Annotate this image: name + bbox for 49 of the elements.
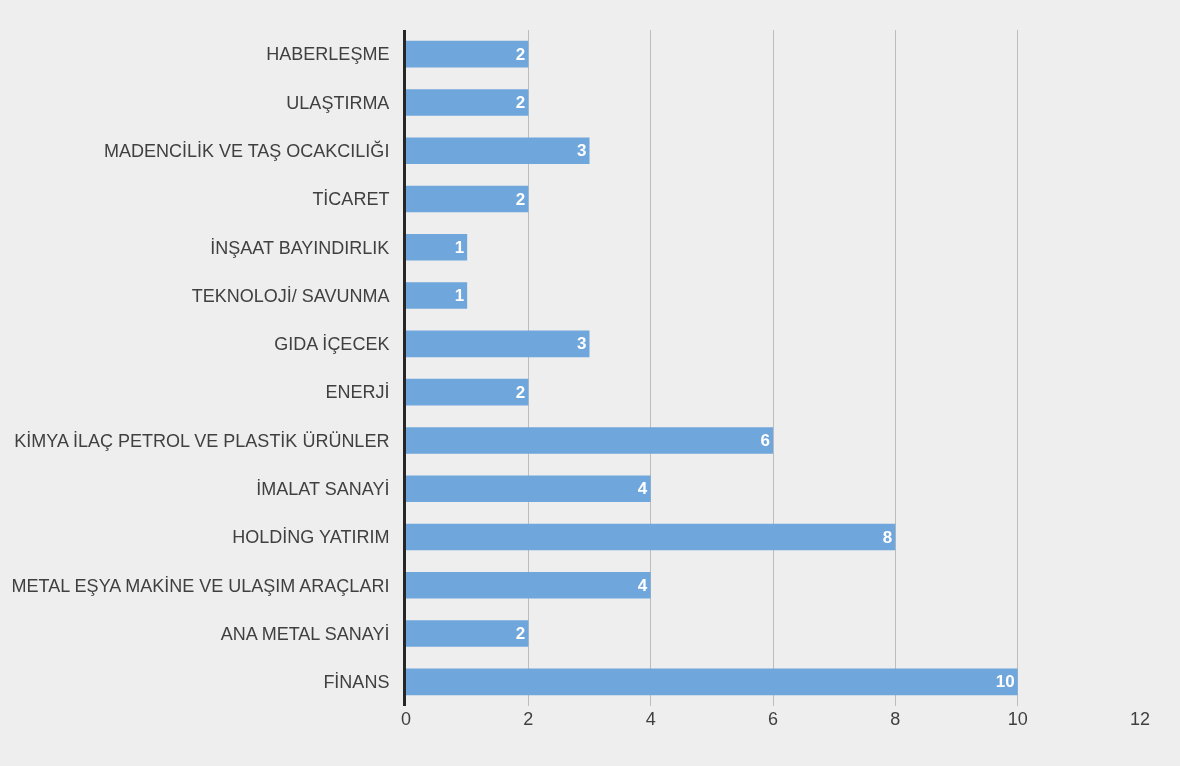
- x-tick-label: 10: [1007, 709, 1028, 729]
- bar: [406, 475, 651, 502]
- y-tick-label: TEKNOLOJİ/ SAVUNMA: [191, 285, 390, 306]
- data-label: 4: [637, 479, 648, 499]
- data-label: 2: [515, 92, 526, 112]
- data-label: 2: [515, 382, 526, 402]
- bar: [406, 234, 468, 261]
- y-tick-label: GIDA İÇECEK: [274, 334, 390, 355]
- bar: [406, 668, 1018, 696]
- y-tick-label: TİCARET: [312, 189, 390, 210]
- x-tick-label: 12: [1129, 709, 1151, 729]
- y-tick-label: İNŞAAT BAYINDIRLIK: [210, 237, 390, 258]
- bar: [406, 427, 773, 454]
- x-tick-label: 4: [645, 709, 656, 729]
- y-tick-label: KİMYA İLAÇ PETROL VE PLASTİK ÜRÜNLER: [14, 430, 390, 451]
- y-tick-label: FİNANS: [323, 672, 390, 693]
- bar: [406, 523, 896, 551]
- y-tick-label: İMALAT SANAYİ: [256, 479, 390, 500]
- y-tick-label: ANA METAL SANAYİ: [220, 623, 390, 644]
- data-label: 8: [882, 527, 893, 547]
- bar: [406, 620, 529, 647]
- data-label: 2: [515, 189, 526, 209]
- data-label: 6: [760, 430, 770, 450]
- data-label: 2: [515, 44, 526, 64]
- data-label: 10: [995, 672, 1015, 692]
- y-tick-label: ULAŞTIRMA: [286, 92, 390, 113]
- bar: [406, 185, 529, 213]
- y-tick-label: HABERLEŞME: [266, 44, 390, 65]
- data-label: 3: [577, 141, 587, 161]
- bar: [406, 282, 468, 309]
- bar: [406, 572, 651, 599]
- bar: [406, 40, 529, 68]
- x-tick-label: 2: [523, 709, 534, 729]
- bar: [406, 330, 590, 358]
- x-tick-label: 0: [400, 709, 412, 729]
- y-tick-label: ENERJİ: [325, 382, 390, 403]
- bar: [406, 378, 529, 406]
- data-label: 1: [454, 237, 465, 257]
- bar: [406, 137, 590, 164]
- x-tick-label: 6: [767, 709, 779, 729]
- x-tick-label: 8: [890, 709, 901, 729]
- data-label: 3: [577, 334, 587, 354]
- bar: [406, 89, 529, 116]
- y-tick-label: METAL EŞYA MAKİNE VE ULAŞIM ARAÇLARI: [11, 575, 390, 596]
- y-tick-label: MADENCİLİK VE TAŞ OCAKCILIĞI: [103, 140, 390, 162]
- data-label: 1: [454, 286, 465, 306]
- data-label: 4: [637, 575, 648, 595]
- data-label: 2: [515, 624, 526, 644]
- y-tick-label: HOLDİNG YATIRIM: [232, 527, 390, 548]
